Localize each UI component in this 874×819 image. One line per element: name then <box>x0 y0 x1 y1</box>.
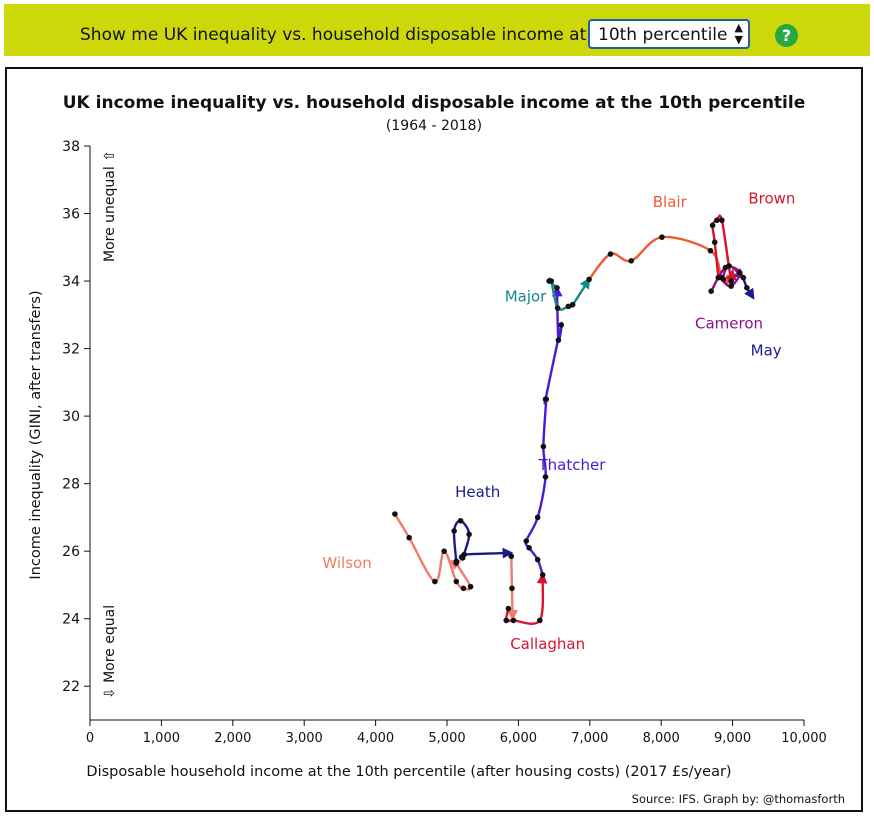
data-point <box>457 517 464 524</box>
data-point <box>540 443 547 450</box>
series-label-brown: Brown <box>748 189 795 207</box>
y-tick-label: 36 <box>62 207 80 223</box>
data-point <box>554 305 561 311</box>
data-point <box>406 534 412 541</box>
data-point <box>728 283 734 289</box>
x-tick-label: 1,000 <box>143 731 180 746</box>
help-icon[interactable]: ? <box>775 24 798 47</box>
data-point <box>432 578 438 585</box>
series-label-callaghan: Callaghan <box>510 635 585 653</box>
x-tick-label: 6,000 <box>500 731 537 746</box>
data-point <box>534 514 541 521</box>
top-control-bar: Show me UK inequality vs. household disp… <box>4 4 870 56</box>
data-point <box>548 278 555 284</box>
data-point <box>542 396 549 403</box>
data-point <box>537 617 543 624</box>
series-line-blair <box>588 235 735 284</box>
y-tick-label: 34 <box>62 274 80 290</box>
data-point <box>740 274 747 281</box>
data-point <box>539 572 546 578</box>
select-arrows-icon: ▲ ▼ <box>734 21 743 46</box>
series-line-brown <box>711 214 737 285</box>
more-unequal-annotation: More unequal ⇧ <box>102 150 118 262</box>
y-tick-label: 28 <box>62 477 80 493</box>
x-tick-label: 2,000 <box>214 731 251 746</box>
data-point <box>709 222 716 229</box>
data-point <box>565 303 572 310</box>
series-label-blair: Blair <box>653 193 688 211</box>
data-point <box>728 278 734 284</box>
data-point <box>453 558 460 565</box>
y-axis-label: Income inequality (GINI, after transfers… <box>28 290 44 579</box>
data-point <box>534 556 541 563</box>
series-label-heath: Heath <box>455 483 500 501</box>
data-point <box>719 217 725 224</box>
x-tick-label: 3,000 <box>286 731 323 746</box>
data-point <box>720 276 727 283</box>
data-point <box>714 217 720 224</box>
series-label-cameron: Cameron <box>695 314 763 332</box>
chart-svg: UK income inequality vs. household dispo… <box>28 93 845 806</box>
data-point <box>708 288 714 294</box>
data-point <box>467 583 474 590</box>
data-point <box>461 551 467 558</box>
data-point <box>392 511 398 517</box>
data-point <box>607 251 614 257</box>
data-point <box>466 531 472 538</box>
y-tick-label: 24 <box>62 612 80 628</box>
data-point <box>707 247 714 254</box>
data-point <box>659 234 665 240</box>
more-equal-annotation: ⇩ More equal <box>102 605 118 699</box>
chart-title: UK income inequality vs. household dispo… <box>63 93 805 113</box>
series-label-thatcher: Thatcher <box>537 456 606 474</box>
data-point <box>736 269 743 276</box>
series-label-major: Major <box>505 287 547 305</box>
data-point <box>526 545 532 551</box>
x-tick-label: 9,000 <box>714 731 751 746</box>
x-tick-label: 5,000 <box>428 731 465 746</box>
data-point <box>510 617 517 624</box>
data-point <box>508 553 515 560</box>
data-point <box>726 263 732 269</box>
data-point <box>628 258 635 264</box>
data-point <box>586 276 592 283</box>
series-label-wilson: Wilson <box>322 554 371 572</box>
x-tick-label: 7,000 <box>571 731 608 746</box>
x-tick-label: 0 <box>86 731 94 746</box>
x-tick-label: 4,000 <box>357 731 394 746</box>
data-point <box>558 322 565 328</box>
series-line-wilson <box>393 513 472 591</box>
series-label-may: May <box>751 341 782 359</box>
data-point <box>505 605 512 612</box>
series-line-thatcher <box>524 285 563 576</box>
x-axis-label: Disposable household income at the 10th … <box>86 764 731 780</box>
chart-subtitle: (1964 - 2018) <box>386 118 482 134</box>
x-tick-label: 8,000 <box>643 731 680 746</box>
y-tick-label: 38 <box>62 139 80 155</box>
data-point <box>711 239 718 246</box>
y-tick-label: 30 <box>62 409 80 425</box>
data-point <box>744 285 750 291</box>
data-point <box>523 538 530 544</box>
data-point <box>542 474 549 480</box>
prompt-text: Show me UK inequality vs. household disp… <box>80 25 620 45</box>
data-point <box>503 617 510 624</box>
y-tick-label: 26 <box>62 544 80 560</box>
source-note: Source: IFS. Graph by: @thomasforth <box>632 792 845 806</box>
data-point <box>555 337 562 343</box>
data-point <box>460 585 467 592</box>
chart-panel: UK income inequality vs. household dispo… <box>5 67 863 812</box>
data-point <box>453 578 460 585</box>
data-point <box>715 274 722 281</box>
data-point <box>451 528 457 534</box>
data-point <box>441 548 447 554</box>
y-tick-label: 32 <box>62 342 80 358</box>
percentile-select[interactable]: 10th percentile ▲ ▼ <box>588 19 750 49</box>
x-tick-label: 10,000 <box>781 731 827 746</box>
data-point <box>554 285 560 291</box>
data-point <box>509 585 515 592</box>
y-tick-label: 22 <box>62 679 80 695</box>
data-point <box>569 301 576 308</box>
percentile-select-value: 10th percentile <box>598 25 728 45</box>
